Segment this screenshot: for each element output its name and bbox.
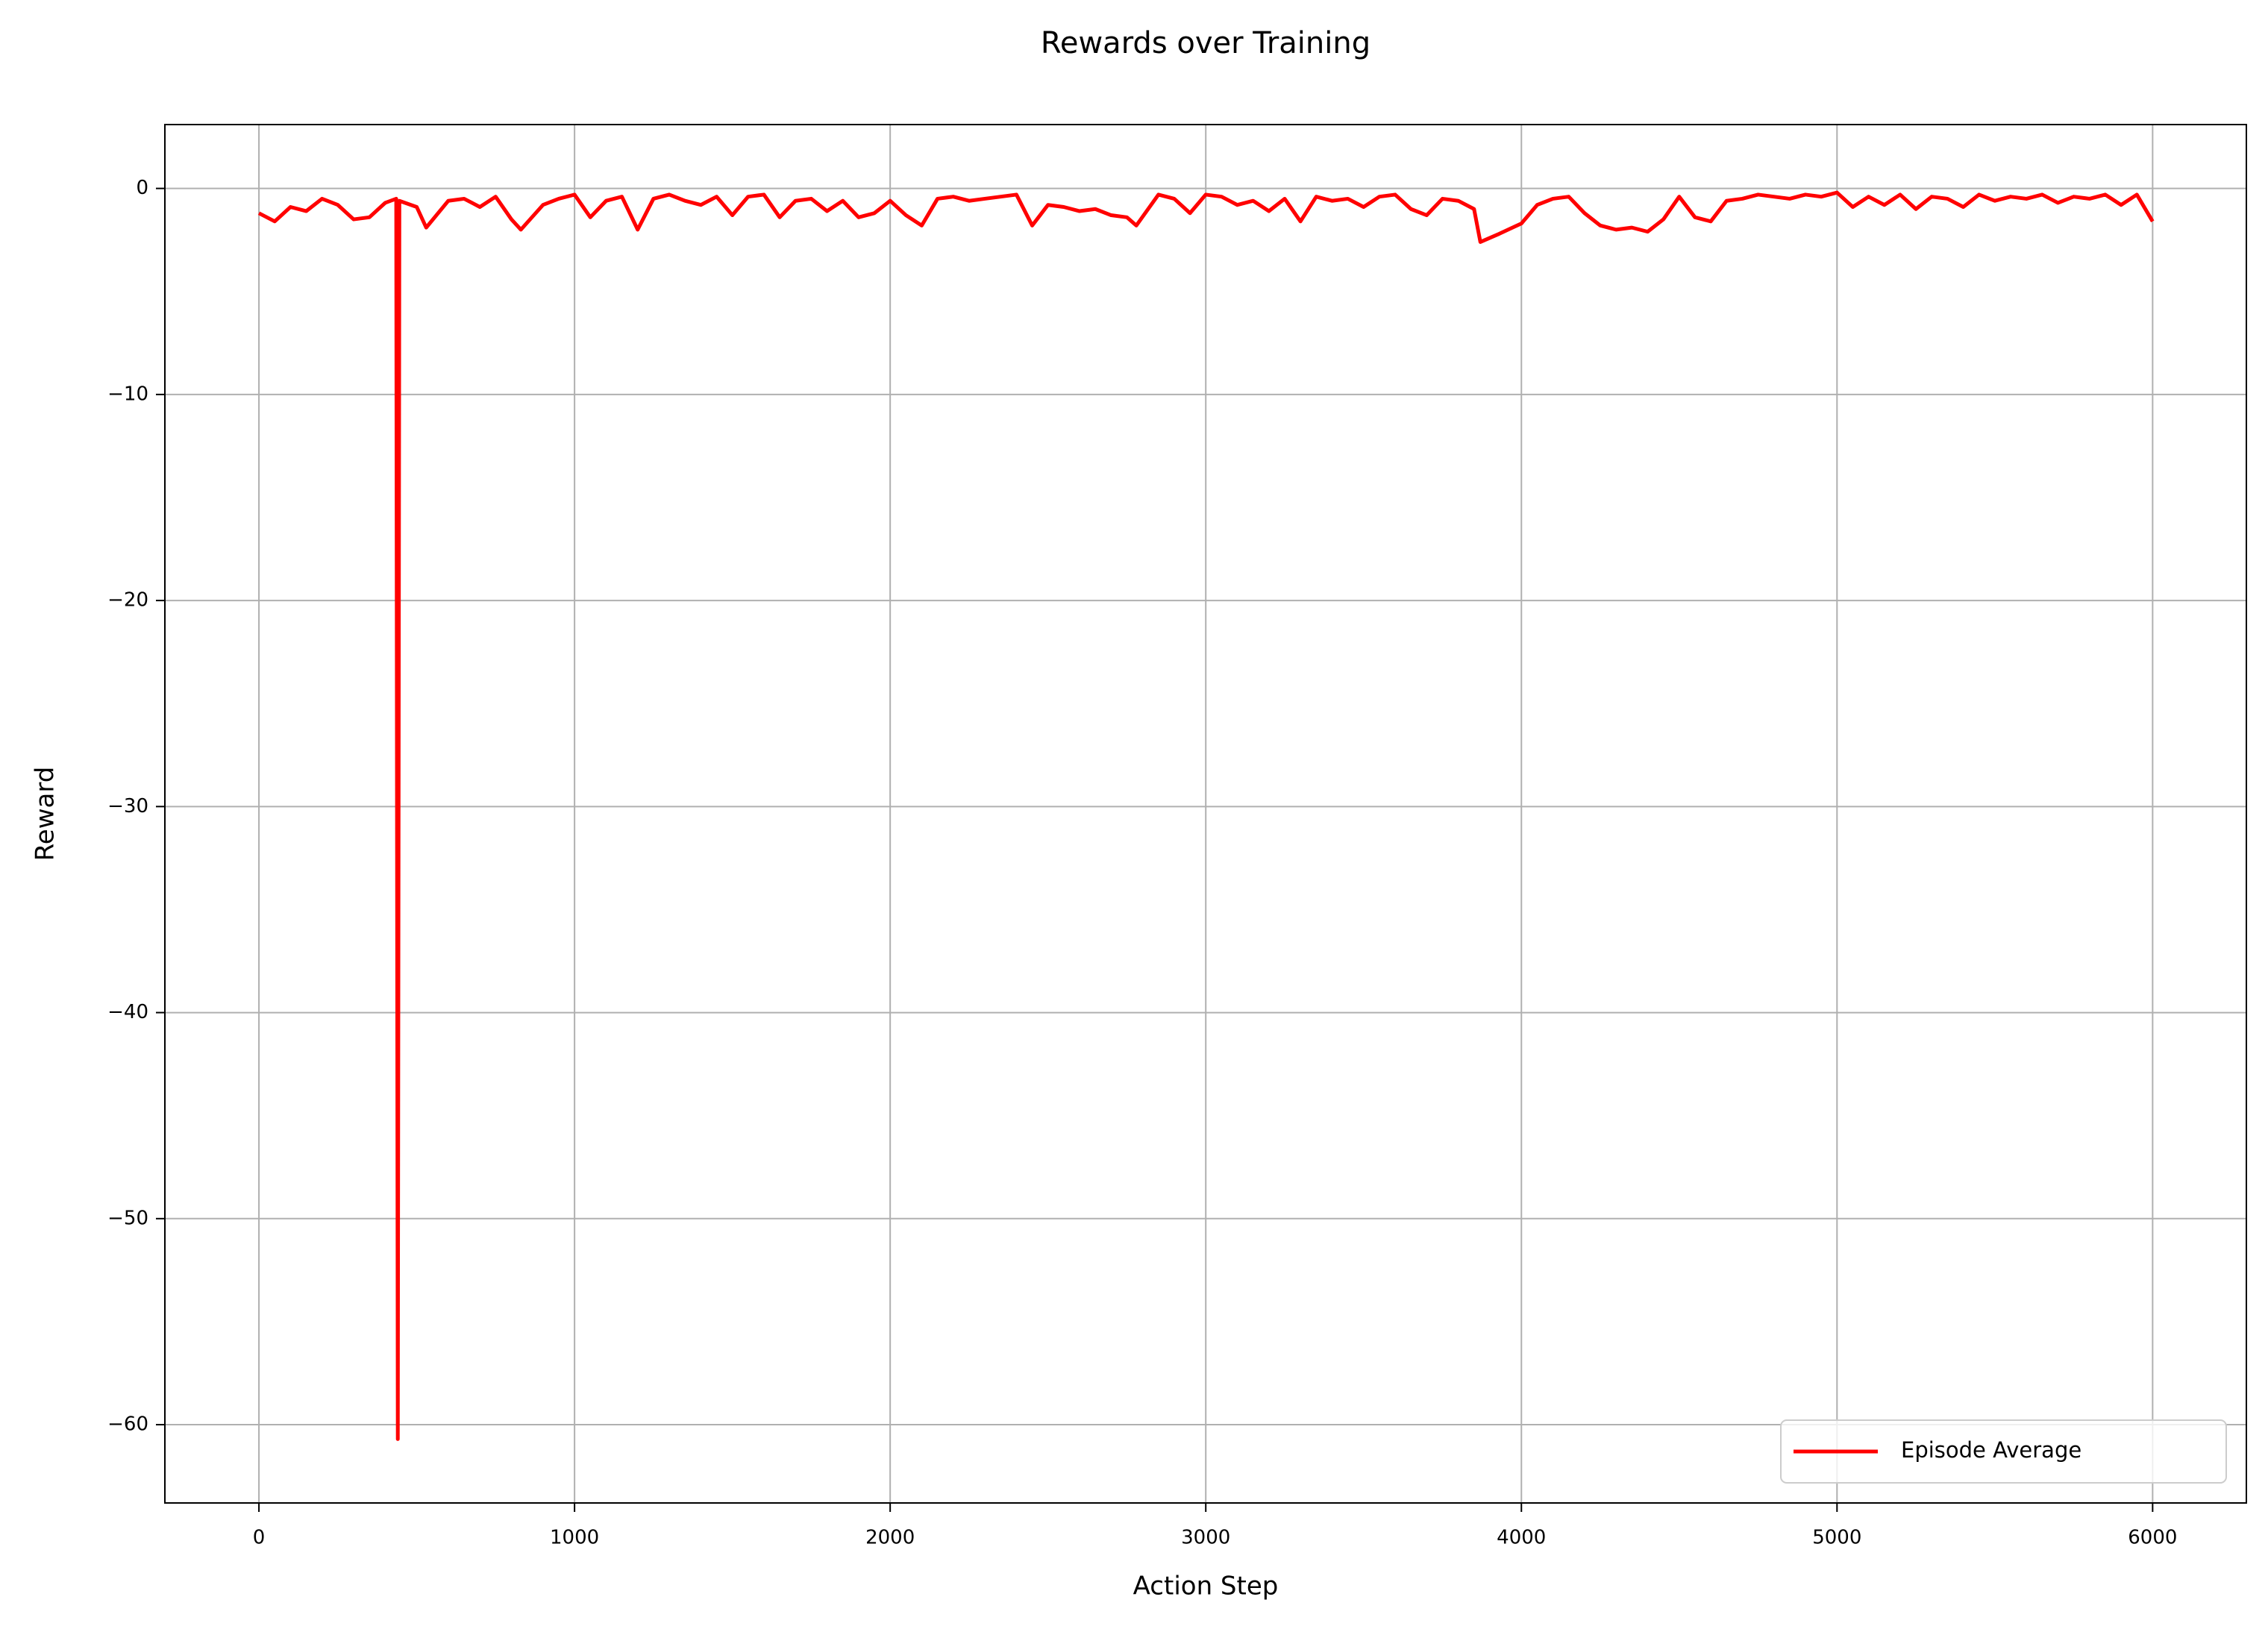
y-tick-label: −20 (107, 589, 148, 612)
y-tick-label: 0 (136, 177, 148, 199)
legend-label: Episode Average (1901, 1437, 2081, 1463)
x-tick-label: 5000 (1812, 1527, 1861, 1549)
x-axis-label: Action Step (1133, 1572, 1279, 1601)
x-tick-label: 3000 (1181, 1527, 1230, 1549)
data-line (257, 190, 2155, 1441)
x-tick-label: 0 (253, 1527, 266, 1549)
chart-title: Rewards over Training (1041, 26, 1370, 60)
x-tick-label: 4000 (1497, 1527, 1546, 1549)
y-tick-label: −50 (107, 1207, 148, 1229)
x-tick-label: 6000 (2128, 1527, 2177, 1549)
x-tick-label: 2000 (865, 1527, 915, 1549)
x-tick-label: 1000 (550, 1527, 599, 1549)
y-tick-label: −10 (107, 383, 148, 405)
y-tick-label: −30 (107, 795, 148, 817)
plot-frame (164, 124, 2247, 1504)
y-tick-label: −60 (107, 1413, 148, 1436)
y-axis-label: Reward (31, 767, 60, 861)
legend-box (1780, 1419, 2227, 1484)
y-tick-label: −40 (107, 1001, 148, 1023)
